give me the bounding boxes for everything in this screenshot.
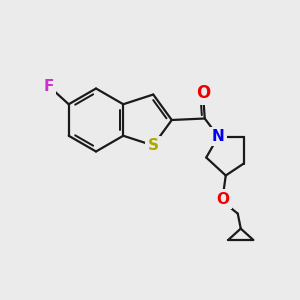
Text: S: S (148, 138, 159, 153)
Text: N: N (212, 129, 225, 144)
Text: O: O (216, 192, 229, 207)
Text: O: O (196, 84, 210, 102)
Text: F: F (44, 79, 54, 94)
